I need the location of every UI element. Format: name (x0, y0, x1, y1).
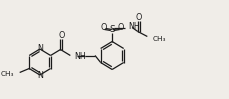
Text: S: S (109, 24, 115, 33)
Text: O: O (136, 12, 142, 21)
Text: N: N (37, 71, 43, 80)
Text: O: O (58, 30, 65, 40)
Text: O: O (100, 22, 107, 31)
Text: N: N (37, 43, 43, 52)
Text: CH₃: CH₃ (153, 36, 166, 41)
Text: NH: NH (128, 22, 140, 31)
Text: NH: NH (74, 52, 86, 61)
Text: CH₃: CH₃ (0, 70, 14, 77)
Text: O: O (117, 22, 124, 31)
